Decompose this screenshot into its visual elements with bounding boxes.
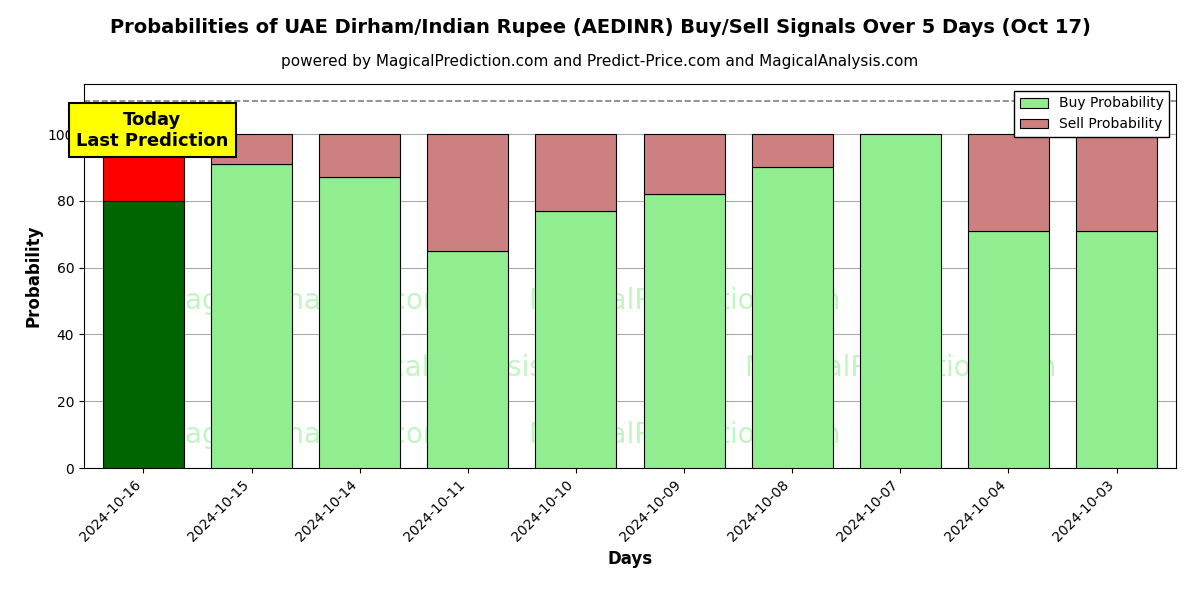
- Text: MagicalAnalysis.com: MagicalAnalysis.com: [161, 287, 450, 315]
- Bar: [643, 194, 725, 468]
- Legend: Buy Probability, Sell Probability: Buy Probability, Sell Probability: [1014, 91, 1169, 137]
- Bar: [1076, 134, 1157, 231]
- Text: powered by MagicalPrediction.com and Predict-Price.com and MagicalAnalysis.com: powered by MagicalPrediction.com and Pre…: [281, 54, 919, 69]
- Bar: [103, 134, 184, 201]
- Text: Probabilities of UAE Dirham/Indian Rupee (AEDINR) Buy/Sell Signals Over 5 Days (: Probabilities of UAE Dirham/Indian Rupee…: [109, 18, 1091, 37]
- Bar: [535, 134, 617, 211]
- Bar: [1076, 231, 1157, 468]
- Y-axis label: Probability: Probability: [24, 225, 42, 327]
- Bar: [751, 134, 833, 167]
- Bar: [751, 167, 833, 468]
- Bar: [211, 134, 292, 164]
- Bar: [319, 134, 401, 178]
- Bar: [427, 251, 509, 468]
- Text: MagicalPrediction.com: MagicalPrediction.com: [528, 287, 840, 315]
- Bar: [427, 134, 509, 251]
- Bar: [319, 178, 401, 468]
- Bar: [968, 231, 1049, 468]
- X-axis label: Days: Days: [607, 550, 653, 568]
- Bar: [211, 164, 292, 468]
- Text: MagicalAnalysis.com: MagicalAnalysis.com: [323, 354, 612, 382]
- Bar: [535, 211, 617, 468]
- Text: MagicalAnalysis.com: MagicalAnalysis.com: [161, 421, 450, 449]
- Bar: [103, 201, 184, 468]
- Text: MagicalPrediction.com: MagicalPrediction.com: [744, 354, 1056, 382]
- Bar: [859, 134, 941, 468]
- Bar: [968, 134, 1049, 231]
- Text: Today
Last Prediction: Today Last Prediction: [76, 111, 228, 149]
- Text: MagicalPrediction.com: MagicalPrediction.com: [528, 421, 840, 449]
- Bar: [643, 134, 725, 194]
